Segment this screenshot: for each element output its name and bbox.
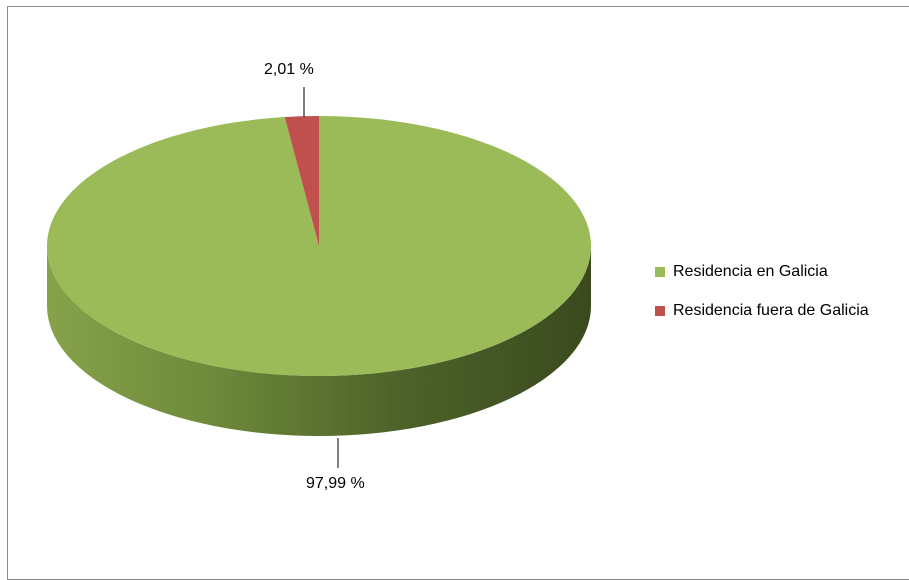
pie-side-wall [47,246,591,436]
legend-item-residencia-fuera: Residencia fuera de Galicia [655,301,869,321]
legend-label: Residencia fuera de Galicia [673,302,869,319]
legend-label: Residencia en Galicia [673,263,828,280]
data-label-residencia-fuera: 2,01 % [264,61,314,78]
pie-slice-residencia-galicia [47,116,592,377]
legend-swatch-red [655,306,665,316]
data-label-residencia-galicia: 97,99 % [306,475,365,492]
legend-swatch-green [655,267,665,277]
legend: Residencia en Galicia Residencia fuera d… [655,262,869,340]
legend-item-residencia-galicia: Residencia en Galicia [655,262,869,282]
pie-slice-residencia-fuera [284,116,319,246]
